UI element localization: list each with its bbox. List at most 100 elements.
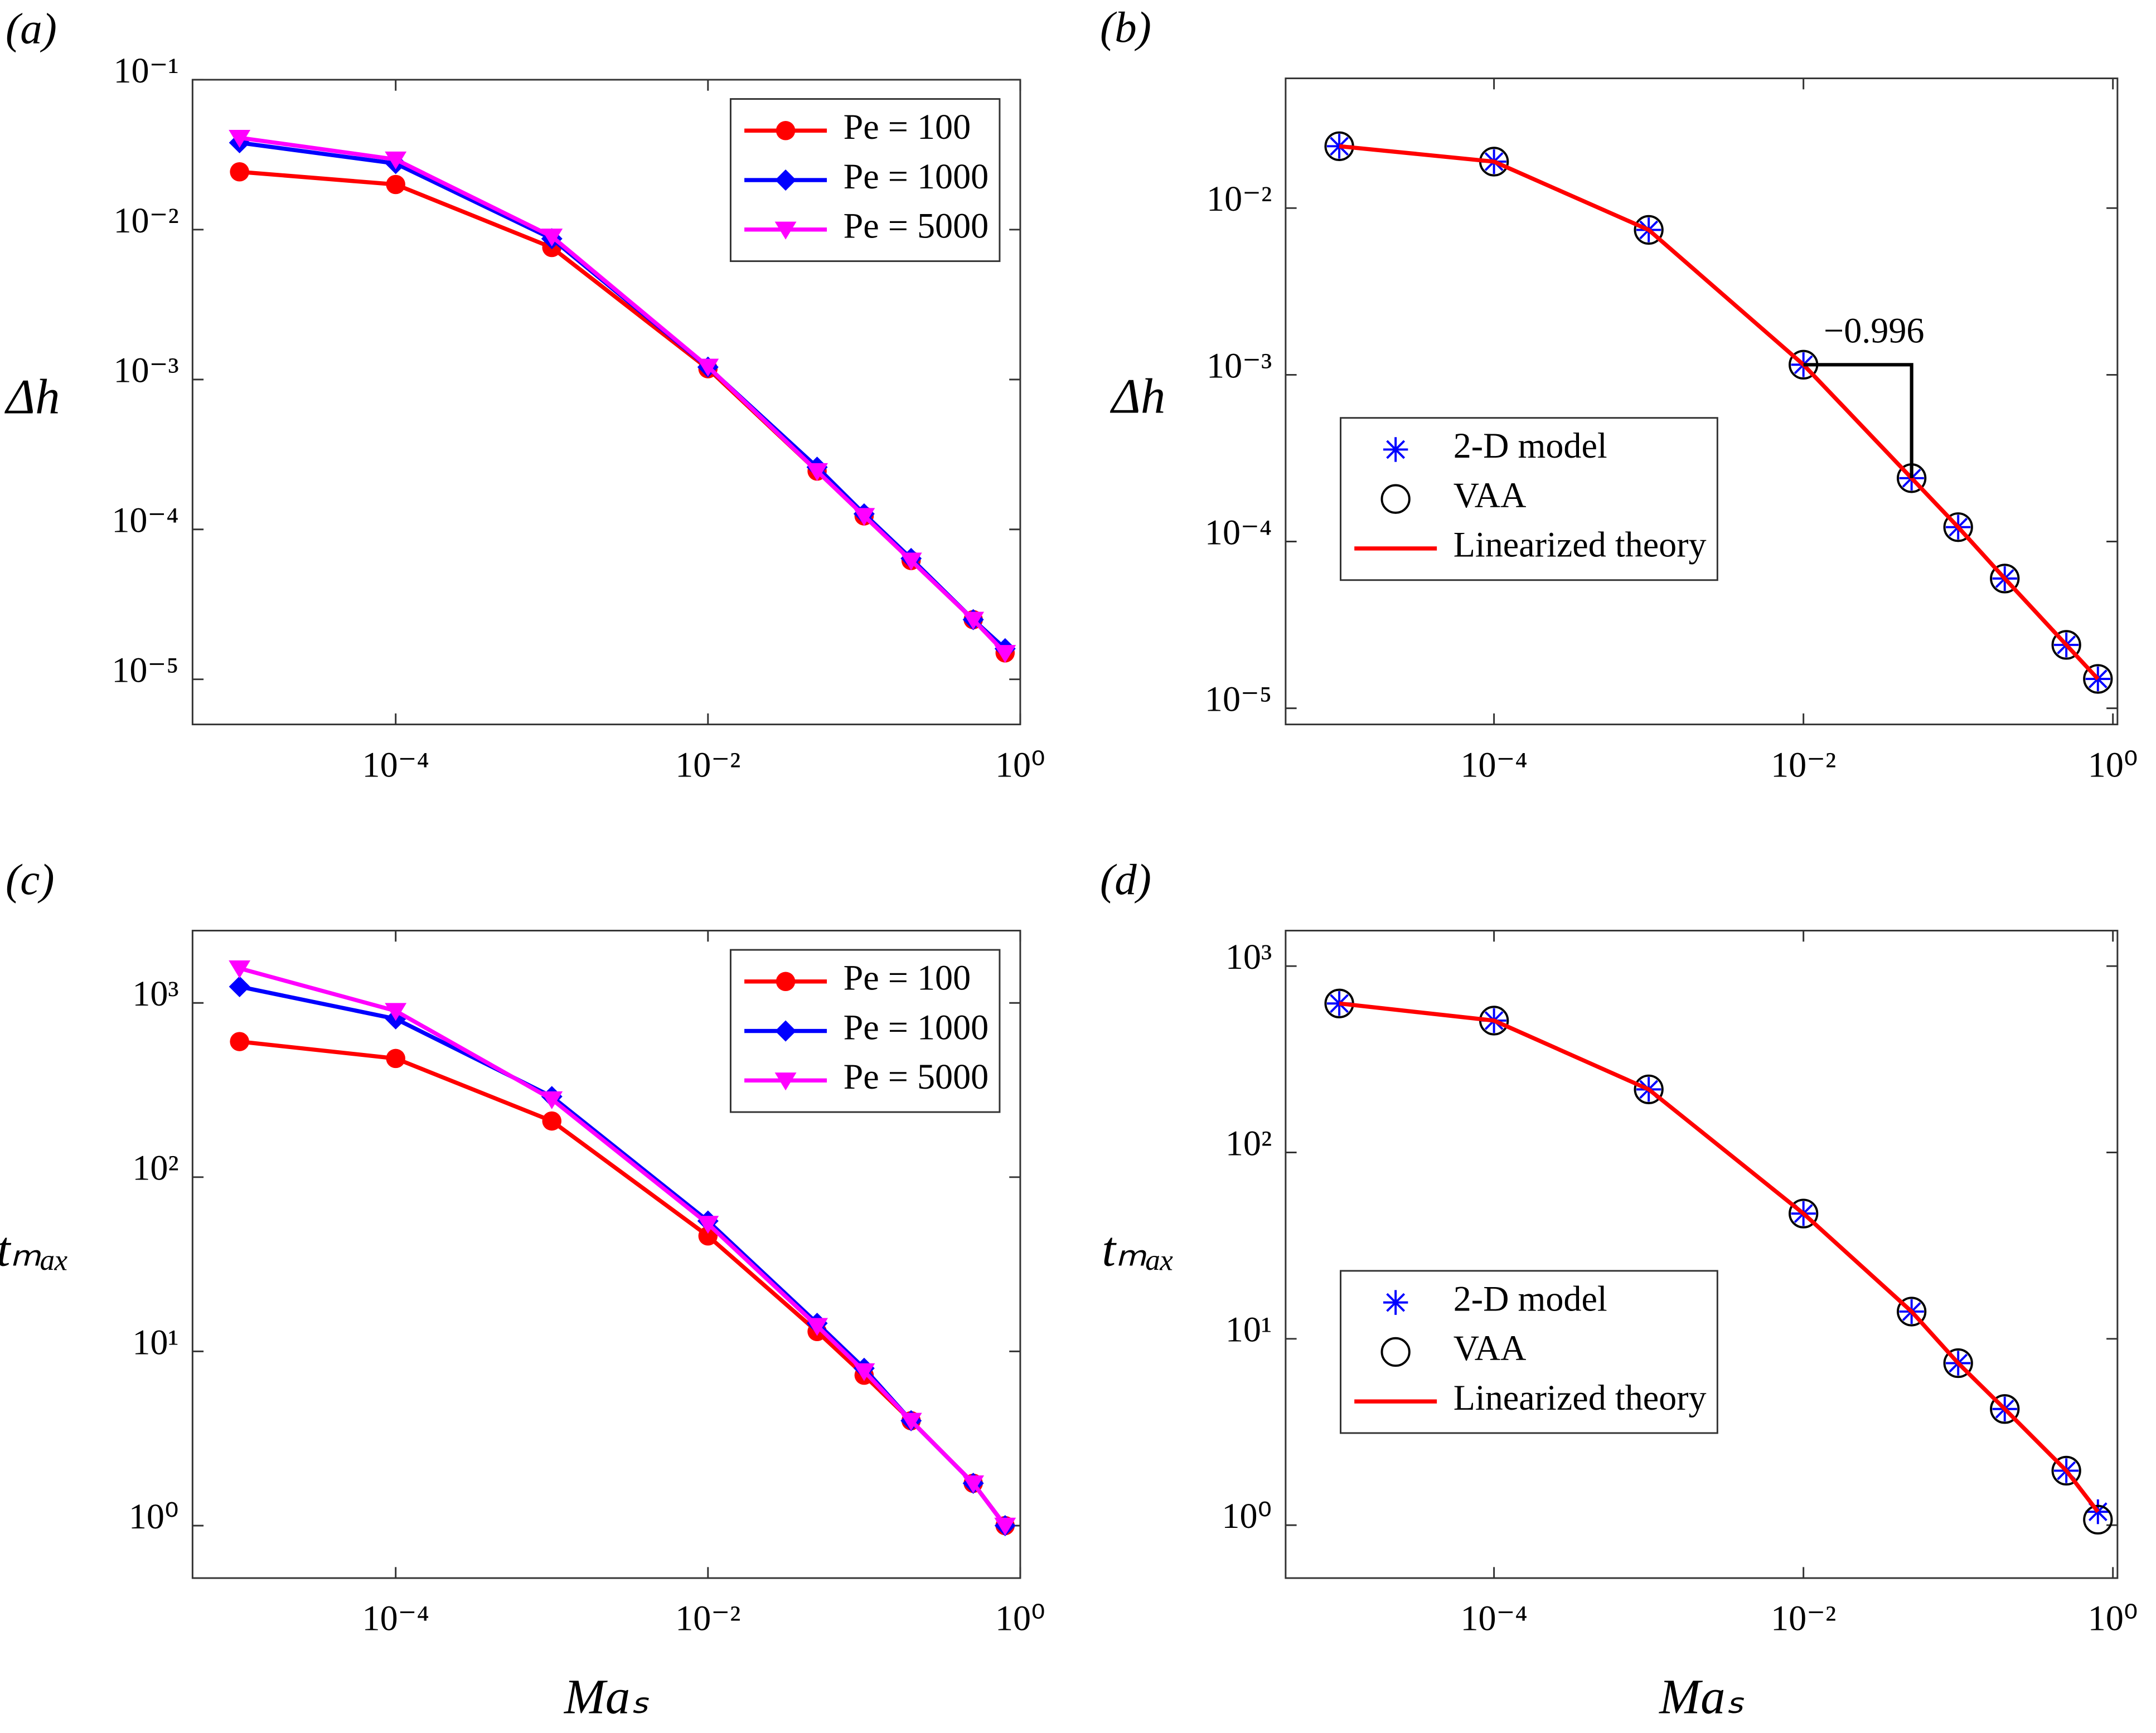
plot-frame bbox=[1285, 77, 2119, 726]
y-tick-label: 10⁻² bbox=[1207, 179, 1272, 219]
marker bbox=[2051, 630, 2081, 660]
plot-frame bbox=[1285, 930, 2119, 1579]
marker bbox=[1634, 1074, 1664, 1104]
legend-item: 2-D model bbox=[1383, 426, 1607, 465]
marker bbox=[2085, 666, 2111, 692]
marker bbox=[386, 174, 405, 195]
x-tick-label: 10⁻⁴ bbox=[362, 1599, 429, 1638]
marker bbox=[385, 151, 407, 169]
annotation: −0.996 bbox=[1824, 311, 1924, 351]
x-tick-label: 10⁻² bbox=[675, 745, 740, 784]
marker bbox=[806, 463, 829, 482]
marker bbox=[1326, 991, 1352, 1016]
marker bbox=[541, 229, 563, 247]
x-tick-label: 10⁻⁴ bbox=[1460, 1599, 1527, 1638]
marker bbox=[900, 552, 922, 571]
series-line bbox=[239, 1039, 1007, 1527]
y-tick-label: 10³ bbox=[132, 974, 178, 1013]
legend: Pe = 100 Pe = 1000 Pe = 5000 bbox=[729, 949, 1001, 1113]
y-tick-label: 10⁰ bbox=[1222, 1496, 1272, 1536]
panel: (c) tₘₐₓ Maₛ 10⁻⁴ 10⁻² 10⁰ 10⁰ 10¹ 10² 10³ Pe = 10… bbox=[0, 856, 1045, 1725]
legend-label: Linearized theory bbox=[1454, 525, 1707, 565]
x-axis-label: Maₛ bbox=[563, 1669, 649, 1724]
legend-label: Pe = 5000 bbox=[844, 206, 989, 246]
legend-item: Pe = 1000 bbox=[744, 1007, 989, 1047]
legend-marker bbox=[775, 169, 797, 191]
marker bbox=[1990, 564, 2020, 594]
y-tick-label: 10⁰ bbox=[129, 1497, 179, 1536]
panel: (b) Δh 10⁻⁴ 10⁻² 10⁰ 10⁻⁵ 10⁻⁴ 10⁻³ 10⁻² −0.996 2-… bbox=[1100, 3, 2138, 784]
legend-item: Pe = 5000 bbox=[744, 1057, 989, 1096]
x-tick-label: 10⁻⁴ bbox=[1460, 745, 1527, 784]
legend-label: Pe = 5000 bbox=[844, 1057, 989, 1096]
legend-label: 2-D model bbox=[1454, 426, 1607, 465]
marker bbox=[1897, 1297, 1927, 1327]
y-tick-label: 10² bbox=[132, 1148, 178, 1188]
y-tick-label: 10⁻⁴ bbox=[112, 501, 178, 540]
y-axis-label: tₘₐₓ bbox=[1102, 1222, 1175, 1277]
y-tick-label: 10³ bbox=[1225, 937, 1272, 977]
marker bbox=[541, 1091, 563, 1109]
marker bbox=[229, 976, 250, 998]
marker bbox=[962, 611, 985, 630]
marker bbox=[697, 1216, 719, 1234]
panel-label: (c) bbox=[6, 856, 55, 904]
y-tick-label: 10⁻² bbox=[114, 201, 179, 240]
panel-label: (b) bbox=[1100, 3, 1151, 52]
legend: 2-D model VAA Linearized theory bbox=[1340, 417, 1718, 581]
panel: (d) tₘₐₓ Maₛ 10⁻⁴ 10⁻² 10⁰ 10⁰ 10¹ 10² 10³ 2-D mod… bbox=[1100, 856, 2138, 1725]
legend-item: VAA bbox=[1380, 1328, 1527, 1368]
panel-label: (d) bbox=[1100, 856, 1151, 904]
legend-item: Pe = 5000 bbox=[744, 206, 989, 246]
legend-marker bbox=[1383, 1290, 1408, 1315]
legend: Pe = 100 Pe = 1000 Pe = 5000 bbox=[729, 98, 1001, 263]
legend-frame bbox=[1340, 1270, 1718, 1434]
marker bbox=[385, 1003, 407, 1021]
y-tick-label: 10¹ bbox=[132, 1322, 178, 1362]
marker bbox=[230, 1032, 249, 1051]
y-tick-label: 10⁻⁵ bbox=[1205, 679, 1272, 719]
marker bbox=[853, 1363, 875, 1381]
slope-triangle bbox=[1803, 363, 1913, 478]
marker bbox=[1943, 1348, 1973, 1378]
marker bbox=[2083, 1504, 2113, 1535]
marker bbox=[229, 960, 251, 979]
legend-label: VAA bbox=[1454, 1328, 1527, 1368]
x-tick-label: 10⁰ bbox=[2088, 1599, 2138, 1638]
x-tick-label: 10⁻² bbox=[675, 1599, 740, 1638]
legend-marker bbox=[776, 972, 796, 992]
y-tick-label: 10⁻⁵ bbox=[112, 651, 178, 690]
legend-frame bbox=[1340, 417, 1718, 581]
marker bbox=[1990, 1394, 2020, 1424]
y-axis-label: Δh bbox=[4, 370, 60, 425]
marker bbox=[900, 1412, 922, 1431]
legend-marker bbox=[774, 221, 797, 240]
x-tick-label: 10⁰ bbox=[995, 1599, 1045, 1638]
legend-marker bbox=[775, 1020, 797, 1042]
marker bbox=[229, 129, 251, 148]
marker bbox=[994, 1517, 1016, 1536]
plot-frame bbox=[191, 79, 1021, 726]
y-axis-label: Δh bbox=[1110, 369, 1165, 424]
legend: 2-D model VAA Linearized theory bbox=[1340, 1270, 1718, 1434]
legend-label: VAA bbox=[1454, 475, 1527, 515]
marker bbox=[1789, 1198, 1819, 1229]
marker bbox=[853, 508, 875, 526]
marker bbox=[697, 358, 719, 377]
legend-label: Pe = 100 bbox=[844, 107, 971, 147]
panel-label: (a) bbox=[6, 4, 57, 53]
x-axis-label: Maₛ bbox=[1658, 1669, 1744, 1724]
legend-marker bbox=[1383, 437, 1408, 462]
marker bbox=[806, 1318, 829, 1336]
marker bbox=[1943, 512, 1973, 542]
marker bbox=[1634, 215, 1664, 245]
legend-item: Pe = 100 bbox=[744, 107, 971, 147]
legend-label: Linearized theory bbox=[1454, 1378, 1707, 1418]
legend-marker bbox=[1380, 484, 1411, 514]
legend-label: 2-D model bbox=[1454, 1279, 1607, 1318]
plot-frame bbox=[191, 930, 1021, 1579]
x-tick-label: 10⁻² bbox=[1771, 1599, 1836, 1638]
marker bbox=[2083, 664, 2113, 694]
